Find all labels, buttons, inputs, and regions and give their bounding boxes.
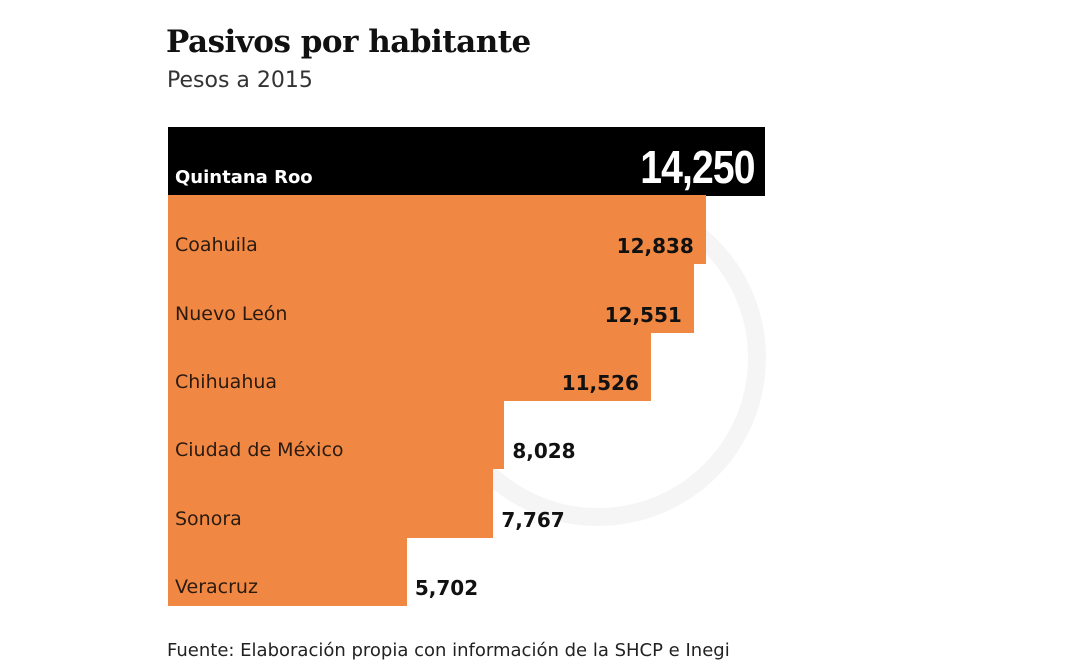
value-label: 7,767 [501, 507, 565, 532]
bar-label: Sonora [175, 507, 242, 530]
bar-label: Coahuila [175, 234, 258, 257]
value-label: 12,838 [616, 234, 694, 259]
chart-source: Fuente: Elaboración propia con informaci… [167, 640, 730, 661]
bar-label: Chihuahua [175, 371, 278, 394]
value-label: 8,028 [512, 439, 576, 464]
bar-label: Veracruz [175, 576, 258, 599]
chart-title: Pasivos por habitante [166, 24, 531, 60]
bar-coahuila: Coahuila 12,838 [168, 195, 706, 265]
chart-subtitle: Pesos a 2015 [167, 68, 313, 93]
value-label: 12,551 [604, 302, 682, 327]
value-label: 5,702 [414, 576, 479, 601]
bar-chihuahua: Chihuahua 11,526 [168, 332, 651, 402]
bar-ciudad-de-m-xico: Ciudad de México 8,028 [168, 400, 576, 470]
bar-nuevo-le-n: Nuevo León 12,551 [168, 263, 694, 333]
bar-veracruz: Veracruz 5,702 [168, 537, 478, 607]
bar-label: Ciudad de México [175, 439, 344, 462]
value-label: 11,526 [561, 371, 639, 396]
bar-sonora: Sonora 7,767 [168, 469, 565, 538]
bar-label: Nuevo León [175, 302, 288, 325]
bar-quintana-roo: Quintana Roo 14,250 [168, 127, 765, 196]
value-label: 14,250 [640, 140, 756, 193]
bar-label: Quintana Roo [175, 166, 313, 188]
